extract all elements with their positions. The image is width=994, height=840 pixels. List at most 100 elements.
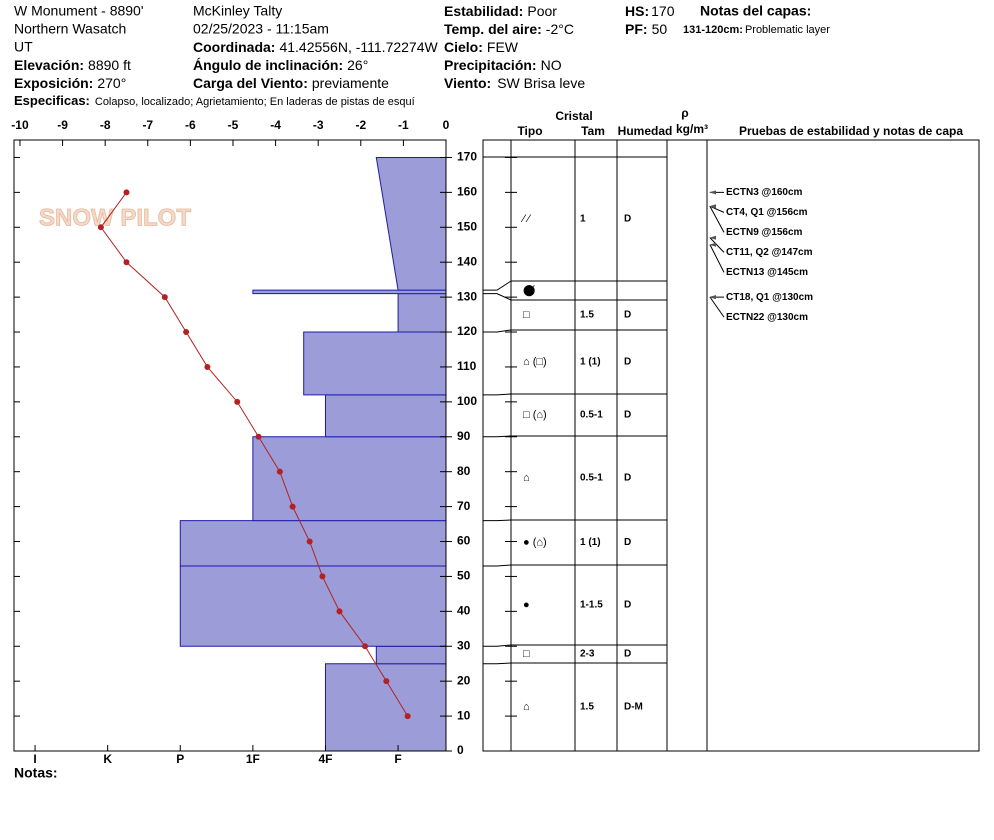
temperature-point <box>97 224 104 231</box>
crystal-type: □ <box>523 648 530 660</box>
plot-frame <box>13 139 447 752</box>
temp-tick-label: -9 <box>57 118 68 132</box>
value: 26° <box>347 57 368 73</box>
depth-tick-label: 130 <box>457 289 477 303</box>
layer-notes-title: Notas del capas: <box>700 3 811 19</box>
temperature-point <box>289 503 296 510</box>
label: Carga del Viento: <box>193 75 308 91</box>
air-temp: Temp. del aire: -2°C <box>444 21 574 37</box>
row-connector <box>483 293 512 301</box>
specifics: Especificas: Colapso, localizado; Agrieta… <box>14 93 415 108</box>
moisture: D <box>624 537 631 548</box>
test-arrow <box>709 206 725 233</box>
moisture: D <box>624 410 631 421</box>
test-arrow <box>709 296 725 318</box>
header-rho: ρ <box>681 106 688 120</box>
hardness-layer <box>375 645 447 665</box>
row-connector <box>483 564 512 567</box>
value: SW Brisa leve <box>497 75 585 91</box>
value: previamente <box>312 75 389 91</box>
hardness-layer <box>375 156 447 291</box>
moisture: D <box>624 649 631 660</box>
row-connector <box>483 393 512 396</box>
temperature-line <box>100 192 409 717</box>
label: HS: <box>625 3 649 19</box>
label: Coordinada: <box>193 39 275 55</box>
depth-tick-label: 140 <box>457 254 477 268</box>
crystal-size: 0.5-1 <box>580 473 603 484</box>
temperature-point <box>276 468 283 475</box>
label: PF: <box>625 21 648 37</box>
depth-tick-label: 40 <box>457 604 471 618</box>
stability: Estabilidad: Poor <box>444 3 557 19</box>
depth-tick-label: 0 <box>457 743 464 757</box>
row-connector <box>483 644 512 647</box>
crystal-size: 1.5 <box>580 310 594 321</box>
crystal-type: ● <box>523 599 530 611</box>
depth-tick-label: 90 <box>457 429 471 443</box>
temp-tick-label: -4 <box>270 118 281 132</box>
depth-tick-label: 110 <box>457 359 477 373</box>
arrow-head <box>709 295 716 300</box>
temperature-point <box>123 259 130 266</box>
notes: Notas: <box>14 765 58 781</box>
depth-tick-label: 20 <box>457 673 471 687</box>
crystal-type: □ (⌂) <box>523 409 547 421</box>
temp-tick-label: -2 <box>355 118 366 132</box>
hardness-tick-label: K <box>103 752 112 766</box>
header-type: Tipo <box>517 124 542 138</box>
hardness-layer <box>252 289 447 295</box>
depth-tick-label: 100 <box>457 394 477 408</box>
arrow-head <box>709 242 716 247</box>
temperature-point <box>183 329 190 336</box>
temperature-point <box>404 713 411 720</box>
layer-note: 131-120cm: Problematic layer <box>683 24 830 36</box>
header-size: Tam <box>581 124 605 138</box>
test-label: ECTN22 @130cm <box>726 312 808 323</box>
temp-tick-label: -8 <box>100 118 111 132</box>
moisture: D-M <box>624 702 643 713</box>
arrow-head <box>709 190 716 195</box>
crystal-type: □ <box>523 309 530 321</box>
temp-tick-label: -10 <box>11 118 29 132</box>
value: -2°C <box>546 21 574 37</box>
depth-tick-label: 120 <box>457 324 477 338</box>
value: 270° <box>97 75 126 91</box>
label: Exposición: <box>14 75 93 91</box>
datetime: 02/25/2023 - 11:15am <box>193 21 329 37</box>
temperature-point <box>204 363 211 370</box>
depth-tick-label: 150 <box>457 219 477 233</box>
hardness-tick-label: F <box>394 752 401 766</box>
temperature-point <box>319 573 326 580</box>
depth-tick-label: 80 <box>457 464 471 478</box>
wind: Viento: SW Brisa leve <box>444 75 585 91</box>
header-tests: Pruebas de estabilidad y notas de capa <box>739 124 963 138</box>
precipitation: Precipitación: NO <box>444 57 562 73</box>
hardness-layer <box>324 663 447 752</box>
moisture: D <box>624 357 631 368</box>
label: Elevación: <box>14 57 84 73</box>
wind-loading: Carga del Viento: previamente <box>193 75 389 91</box>
depth-tick-label: 160 <box>457 185 477 199</box>
temp-tick-label: -6 <box>185 118 196 132</box>
value: 8890 ft <box>88 57 131 73</box>
test-label: ECTN13 @145cm <box>726 267 808 278</box>
crystal-type: ⌂ <box>523 472 530 484</box>
range: Northern Wasatch <box>14 21 126 37</box>
crystal-size: 1.5 <box>580 702 594 713</box>
temperature-point <box>255 433 262 440</box>
value: 50 <box>652 21 668 37</box>
test-label: CT11, Q2 @147cm <box>726 247 813 258</box>
hardness-layer <box>397 293 447 333</box>
table-frame <box>482 139 980 752</box>
depth-tick-label: 170 <box>457 150 477 164</box>
hardness-tick-label: 1F <box>246 752 260 766</box>
header-density: kg/m³ <box>676 122 708 136</box>
depth-tick-label: 60 <box>457 534 471 548</box>
state: UT <box>14 39 33 55</box>
moisture: D <box>624 600 631 611</box>
arrow-head <box>709 204 716 209</box>
value: Colapso, localizado; Agrietamiento; En l… <box>95 96 415 108</box>
test-arrow <box>709 244 725 273</box>
